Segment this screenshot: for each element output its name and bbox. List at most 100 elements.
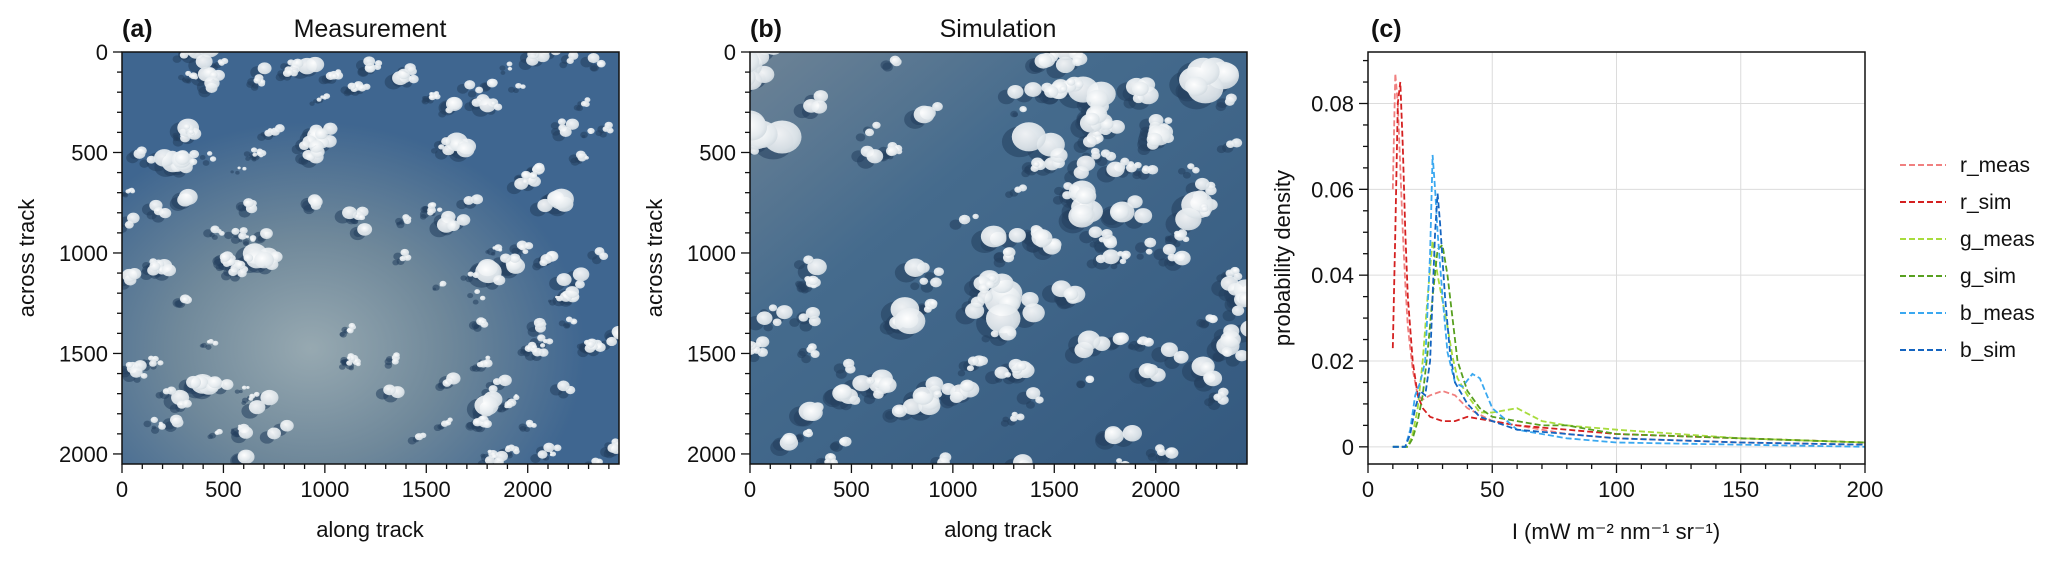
cloud — [206, 339, 212, 344]
cloud — [480, 320, 486, 325]
legend-label: r_sim — [1960, 191, 2011, 214]
cloud — [1138, 363, 1157, 379]
cloud — [237, 269, 247, 278]
cloud — [537, 198, 553, 213]
cloud-shadow — [309, 101, 315, 106]
cloud — [1073, 166, 1089, 180]
cloud — [586, 340, 595, 348]
cloud-shadow — [432, 284, 440, 291]
cloud — [1164, 117, 1173, 124]
cloud — [741, 140, 750, 147]
cloud-shadow — [1076, 380, 1086, 389]
cloud — [260, 228, 273, 239]
cloud — [189, 158, 198, 166]
cloud — [912, 386, 934, 405]
cloud-shadow — [122, 192, 126, 197]
cloud — [397, 68, 410, 80]
cloud — [256, 150, 263, 157]
cloud — [1120, 157, 1130, 166]
cloud — [518, 243, 527, 251]
cloud-shadow — [133, 376, 141, 383]
cloud-shadow — [339, 359, 345, 364]
panel-b-title: Simulation — [940, 15, 1057, 43]
cloud — [414, 433, 424, 441]
series-line-b-meas — [1392, 154, 1865, 448]
cloud — [568, 52, 579, 60]
cloud-shadow — [1110, 263, 1118, 270]
cloud — [238, 426, 254, 439]
legend-item-r-meas: r_meas — [1900, 154, 2030, 177]
cloud — [1213, 393, 1223, 401]
legend-label: g_sim — [1960, 265, 2016, 288]
cloud-shadow — [150, 426, 160, 434]
cloud — [1033, 161, 1040, 167]
cloud — [250, 147, 258, 153]
cloud-shadow — [833, 363, 846, 374]
cloud — [559, 126, 572, 137]
cloud — [357, 84, 367, 92]
cloud-shadow — [467, 293, 474, 299]
cloud — [509, 253, 521, 263]
cloud — [504, 400, 514, 409]
cloud-shadow — [392, 259, 400, 266]
cloud — [219, 252, 231, 262]
cloud — [125, 361, 133, 368]
cloud — [242, 166, 247, 171]
cloud — [1104, 426, 1122, 441]
cloud-shadow — [547, 299, 552, 303]
cloud — [546, 338, 554, 345]
cloud — [1225, 93, 1237, 103]
x-tick-label: 200 — [1847, 477, 1884, 502]
cloud — [447, 417, 453, 423]
cloud — [1021, 291, 1039, 307]
cloud — [358, 214, 365, 221]
cloud — [1240, 320, 1247, 337]
cloud-shadow — [497, 404, 507, 413]
cloud-shadow — [172, 55, 182, 63]
x-tick-label: 100 — [1598, 477, 1635, 502]
cloud — [1235, 349, 1247, 362]
cloud — [463, 196, 474, 205]
cloud-shadow — [863, 394, 876, 405]
cloud — [475, 86, 484, 94]
cloud-shadow — [1026, 401, 1035, 409]
legend-item-b-meas: b_meas — [1900, 302, 2035, 325]
cloud — [960, 379, 975, 392]
cloud — [606, 336, 618, 347]
cloud — [966, 365, 975, 372]
cloud — [595, 458, 603, 464]
cloud — [498, 374, 512, 387]
cloud — [878, 377, 897, 393]
cloud — [437, 207, 443, 212]
cloud — [549, 453, 554, 457]
cloud — [530, 173, 537, 179]
cloud — [750, 52, 760, 73]
cloud — [153, 149, 175, 167]
cloud-shadow — [472, 299, 479, 305]
cloud — [1156, 448, 1166, 456]
cloud — [580, 100, 588, 107]
cloud — [1034, 53, 1053, 69]
cloud — [241, 385, 247, 390]
cloud — [238, 232, 247, 240]
cloud — [824, 459, 831, 464]
cloud — [805, 428, 813, 434]
cloud — [124, 220, 134, 229]
cloud-shadow — [1024, 166, 1031, 173]
x-tick-label: 2000 — [503, 477, 552, 502]
cloud-shadow — [122, 365, 127, 373]
cloud — [270, 127, 280, 136]
cloud — [493, 457, 504, 464]
cloud — [183, 123, 191, 130]
cloud-shadow — [550, 122, 560, 130]
panel-c-xlabel: I (mW m⁻² nm⁻¹ sr⁻¹) — [1512, 519, 1720, 544]
cloud — [218, 60, 225, 66]
cloud — [355, 362, 361, 367]
cloud — [446, 372, 461, 385]
cloud — [1016, 413, 1025, 421]
x-tick-label: 0 — [116, 477, 128, 502]
x-tick-label: 1000 — [928, 477, 977, 502]
cloud-shadow — [235, 170, 240, 175]
cloud — [150, 416, 159, 424]
cloud — [1021, 461, 1030, 464]
